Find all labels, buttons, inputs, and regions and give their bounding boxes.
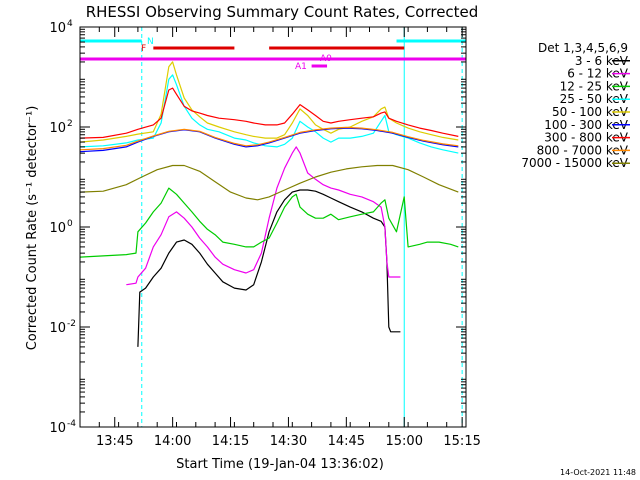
flag-label-a0: A0 [320,54,332,64]
legend-label-7000-15000-kev: 7000 - 15000 keV [521,156,628,170]
y-axis-label: Corrected Count Rate (s⁻¹ detector⁻¹) [25,106,40,351]
x-tick-label: 14:45 [328,434,365,449]
y-tick-exponent: 2 [67,119,73,129]
y-tick-exponent: 4 [67,19,73,29]
series-line-800-7000-kev [79,126,459,151]
x-tick-label: 14:00 [154,434,191,449]
x-tick-label: 14:15 [212,434,249,449]
x-tick-label: 13:45 [96,434,133,449]
y-tick-exponent: 0 [67,219,73,229]
data-series-layer [79,61,459,347]
y-tick-exponent: -4 [67,419,76,429]
series-line-12-25-kev [79,187,459,258]
y-tick-label: 10 [49,321,66,336]
legend-header: Det 1,3,4,5,6,9 [538,41,628,55]
legend-label-800-7000-kev: 800 - 7000 keV [537,143,629,157]
series-line-25-50-kev [79,74,459,154]
plot-frame [79,26,467,428]
flag-label-f: F [141,44,146,54]
series-line-3-6-kev [137,189,401,347]
legend-label-50-100-kev: 50 - 100 keV [552,105,629,119]
series-line-7000-15000-kev [79,164,459,201]
generation-timestamp: 14-Oct-2021 11:48 [560,468,636,477]
legend-label-100-300-kev: 100 - 300 keV [544,118,628,132]
flag-label-a1: A1 [295,62,307,72]
legend-label-25-50-kev: 25 - 50 keV [560,92,629,106]
y-tick-exponent: -2 [67,319,76,329]
legend-label-300-800-kev: 300 - 800 keV [544,131,628,145]
x-tick-label: 14:30 [270,434,307,449]
legend-label-3-6-kev: 3 - 6 keV [575,54,629,68]
flag-label-n: N [147,37,154,47]
chart-title: RHESSI Observing Summary Count Rates, Co… [86,3,479,21]
flag-bars-layer: NF A0 A1 [80,37,466,72]
x-axis-label: Start Time (19-Jan-04 13:36:02) [176,457,384,472]
series-line-6-12-kev [126,146,401,286]
x-tick-label: 15:00 [386,434,423,449]
y-tick-label: 10 [49,21,66,36]
y-tick-label: 10 [49,121,66,136]
legend-label-6-12-kev: 6 - 12 keV [567,67,629,81]
legend-label-12-25-kev: 12 - 25 keV [560,79,629,93]
x-tick-label: 15:15 [443,434,480,449]
y-tick-label: 10 [49,221,66,236]
y-tick-label: 10 [49,421,66,436]
series-line-300-800-kev [79,87,459,139]
series-line-50-100-kev [79,61,459,143]
